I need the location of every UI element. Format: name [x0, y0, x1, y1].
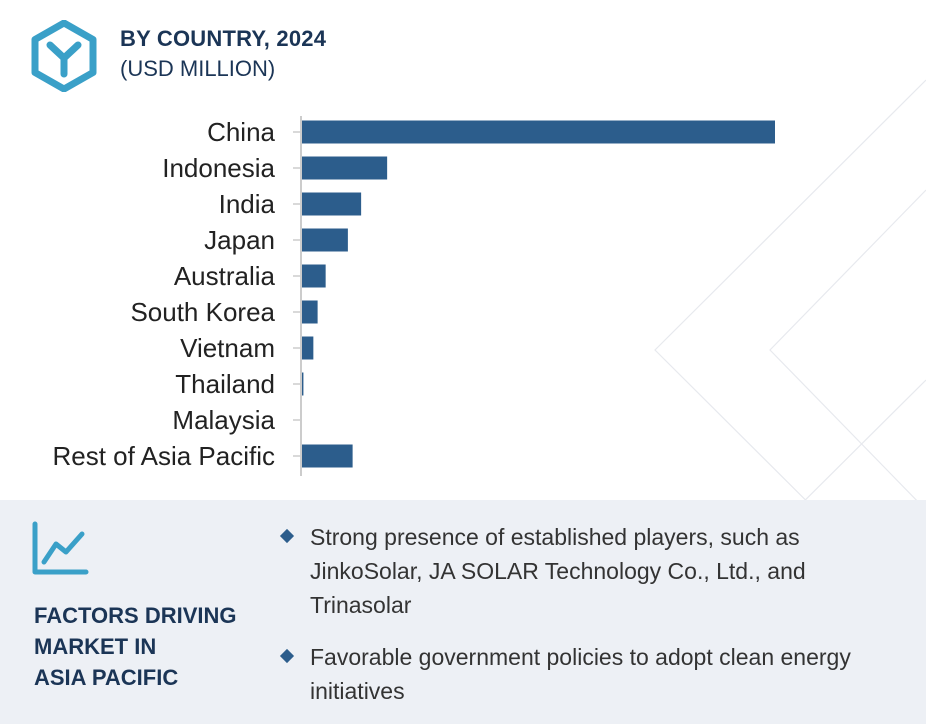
factors-list: Strong presence of established players, … — [278, 520, 908, 708]
factor-item: Favorable government policies to adopt c… — [278, 640, 908, 708]
diamond-bullet-icon — [279, 648, 295, 664]
factors-title-line: FACTORS DRIVING — [34, 603, 237, 628]
factor-text: Favorable government policies to adopt c… — [310, 644, 851, 704]
factors-title-line: MARKET IN — [34, 634, 157, 659]
category-label: Malaysia — [172, 405, 275, 435]
factors-title-line: ASIA PACIFIC — [34, 665, 179, 690]
bar — [302, 372, 304, 396]
chart-title: BY COUNTRY, 2024 — [120, 26, 327, 51]
category-label: India — [219, 189, 276, 219]
factor-item: Strong presence of established players, … — [278, 520, 908, 622]
factors-panel: FACTORS DRIVING MARKET IN ASIA PACIFIC S… — [0, 500, 926, 724]
bar — [302, 264, 326, 288]
category-label: Rest of Asia Pacific — [52, 441, 275, 471]
bar — [302, 120, 775, 144]
bar-chart: China Indonesia India Japan Australia South K… — [52, 116, 775, 476]
bar — [302, 444, 353, 468]
y-hexagon-logo-icon — [31, 20, 97, 92]
line-chart-icon — [32, 521, 89, 575]
bar — [302, 192, 362, 216]
category-label: Thailand — [175, 369, 275, 399]
bar — [302, 156, 388, 180]
category-label: South Korea — [130, 297, 275, 327]
diamond-bullet-icon — [279, 528, 295, 544]
bar — [302, 336, 314, 360]
factor-text: Strong presence of established players, … — [310, 524, 806, 618]
bar — [302, 300, 318, 324]
category-label: Indonesia — [162, 153, 275, 183]
category-label: Vietnam — [180, 333, 275, 363]
category-label: Australia — [174, 261, 276, 291]
category-label: China — [207, 117, 275, 147]
chart-subtitle: (USD MILLION) — [120, 56, 276, 81]
category-label: Japan — [204, 225, 275, 255]
bar — [302, 228, 348, 252]
factors-title: FACTORS DRIVING MARKET IN ASIA PACIFIC — [34, 600, 264, 693]
